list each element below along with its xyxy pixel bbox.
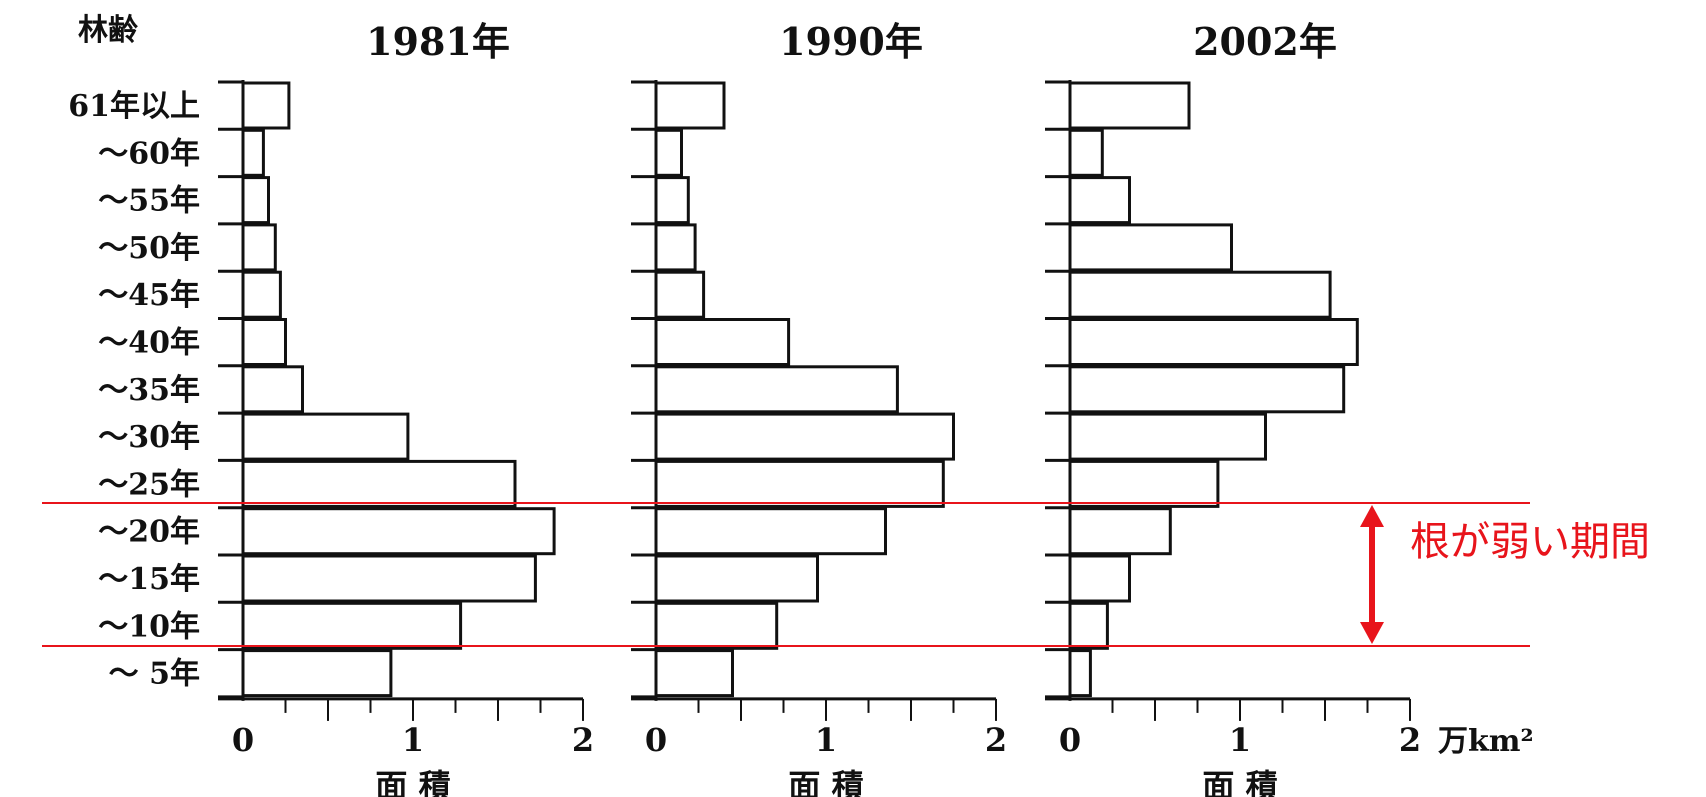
bar	[1068, 601, 1109, 650]
x-axis-label: 面 積	[1202, 767, 1277, 797]
bar	[241, 412, 410, 461]
bar	[241, 365, 304, 414]
annotation-arrow	[1360, 505, 1384, 644]
bar	[1068, 81, 1191, 130]
tick-label: 1	[1229, 721, 1251, 759]
bar	[241, 507, 556, 556]
bar	[1068, 318, 1359, 366]
category-label: ～10年	[98, 609, 200, 644]
tick-label: 2	[1399, 721, 1421, 759]
tick-label: 2	[985, 721, 1007, 759]
tick-label: 1	[402, 721, 424, 759]
category-label: ～50年	[98, 231, 200, 266]
bar	[1068, 649, 1092, 698]
bar	[654, 507, 887, 556]
tick-label: 0	[232, 721, 254, 759]
bar	[654, 318, 791, 366]
panel-title: 2002年	[1193, 19, 1337, 64]
bar	[654, 601, 779, 650]
category-label: 61年以上	[68, 89, 200, 124]
tick-label: 2	[572, 721, 594, 759]
bar	[241, 81, 291, 130]
bar	[654, 81, 726, 130]
bar	[241, 270, 282, 319]
panel-0: 1981年 0 1 2 面 積	[218, 19, 594, 797]
x-axis-label: 面 積	[788, 767, 863, 797]
bar	[241, 459, 517, 508]
bar	[1068, 176, 1131, 225]
bar	[654, 176, 690, 225]
bar	[241, 649, 393, 698]
bar	[1068, 507, 1172, 556]
panel-title: 1981年	[366, 19, 510, 64]
bar	[241, 128, 265, 177]
category-label: ～40年	[98, 326, 200, 361]
bar	[1068, 412, 1267, 461]
category-label: ～45年	[98, 278, 200, 313]
bar	[654, 365, 899, 414]
bar	[241, 554, 537, 603]
x-axis-label: 面 積	[375, 767, 450, 797]
panel-1: 1990年 0 1 2 面 積	[631, 19, 1007, 797]
category-label: ～25年	[98, 467, 200, 502]
bar	[1068, 554, 1131, 603]
weak-root-annotation: 根が弱い期間	[42, 502, 1650, 647]
category-label: ～20年	[98, 515, 200, 550]
bar	[1068, 459, 1220, 508]
category-label: ～15年	[98, 562, 200, 597]
unit-label: 万km²	[1438, 724, 1534, 759]
bar	[654, 459, 945, 508]
y-axis-title: 林齢	[78, 13, 138, 48]
bar	[654, 649, 734, 698]
category-label: ～ 5年	[109, 657, 200, 692]
bar	[1068, 365, 1346, 414]
tick-label: 1	[815, 721, 837, 759]
bar	[241, 318, 287, 366]
category-label: ～55年	[98, 184, 200, 219]
bar	[654, 554, 819, 603]
panel-2: 2002年 0 1 2 面 積 万km²	[1045, 19, 1534, 797]
bar	[1068, 223, 1233, 272]
category-label: ～35年	[98, 373, 200, 408]
bar	[241, 223, 277, 272]
bar	[241, 601, 463, 650]
panel-title: 1990年	[779, 19, 923, 64]
bar	[654, 223, 697, 272]
bar	[654, 270, 706, 319]
bar	[1068, 270, 1332, 319]
category-label: ～30年	[98, 420, 200, 455]
bar	[1068, 128, 1104, 177]
bar	[654, 412, 955, 461]
annotation-label: 根が弱い期間	[1410, 519, 1650, 565]
bar	[241, 176, 270, 225]
category-label: ～60年	[98, 136, 200, 171]
tick-label: 0	[645, 721, 667, 759]
panels: 1981年 0 1 2 面 積 1990年 0 1 2 面 積 2002年 0 1 2 面 積 万km²	[218, 19, 1534, 797]
bar	[654, 128, 683, 177]
tick-label: 0	[1059, 721, 1081, 759]
category-labels: 61年以上 ～60年 ～55年 ～50年 ～45年 ～40年 ～35年 ～30年 ～25年 ～20…	[68, 89, 200, 692]
